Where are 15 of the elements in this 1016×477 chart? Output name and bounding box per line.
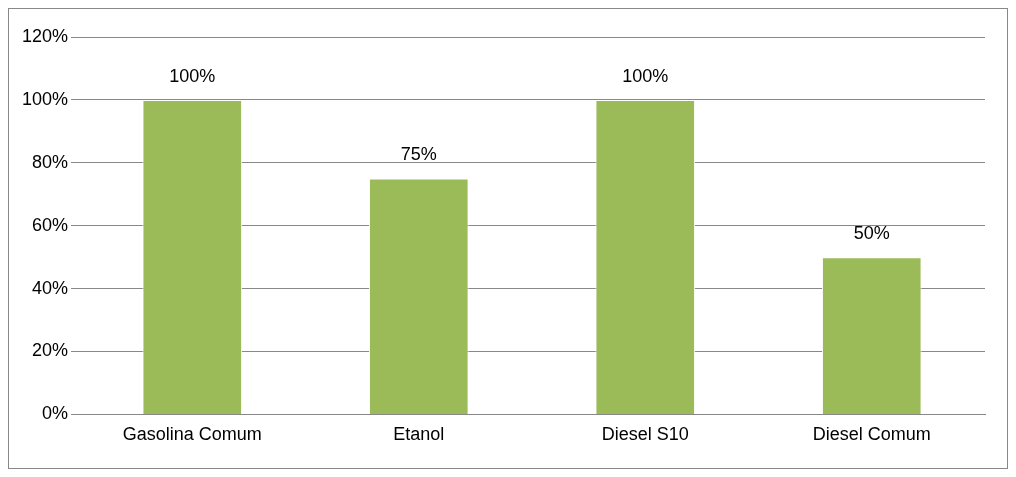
- y-tick-label: 100%: [21, 88, 69, 109]
- y-tick-label: 60%: [32, 214, 69, 235]
- data-label: 100%: [622, 65, 669, 86]
- y-tick-label: 80%: [32, 151, 69, 172]
- y-tick-label: 20%: [32, 340, 69, 361]
- y-tick-label: 0%: [42, 403, 69, 424]
- x-tick-label: Diesel S10: [601, 424, 689, 445]
- x-tick-label: Gasolina Comum: [122, 424, 262, 445]
- y-tick-label: 120%: [21, 25, 69, 46]
- x-tick-label: Diesel Comum: [812, 424, 931, 445]
- data-label: 100%: [169, 65, 216, 86]
- data-label: 75%: [400, 144, 437, 165]
- x-tick-label: Etanol: [393, 424, 445, 445]
- data-label: 50%: [853, 223, 890, 244]
- y-tick-label: 40%: [32, 277, 69, 298]
